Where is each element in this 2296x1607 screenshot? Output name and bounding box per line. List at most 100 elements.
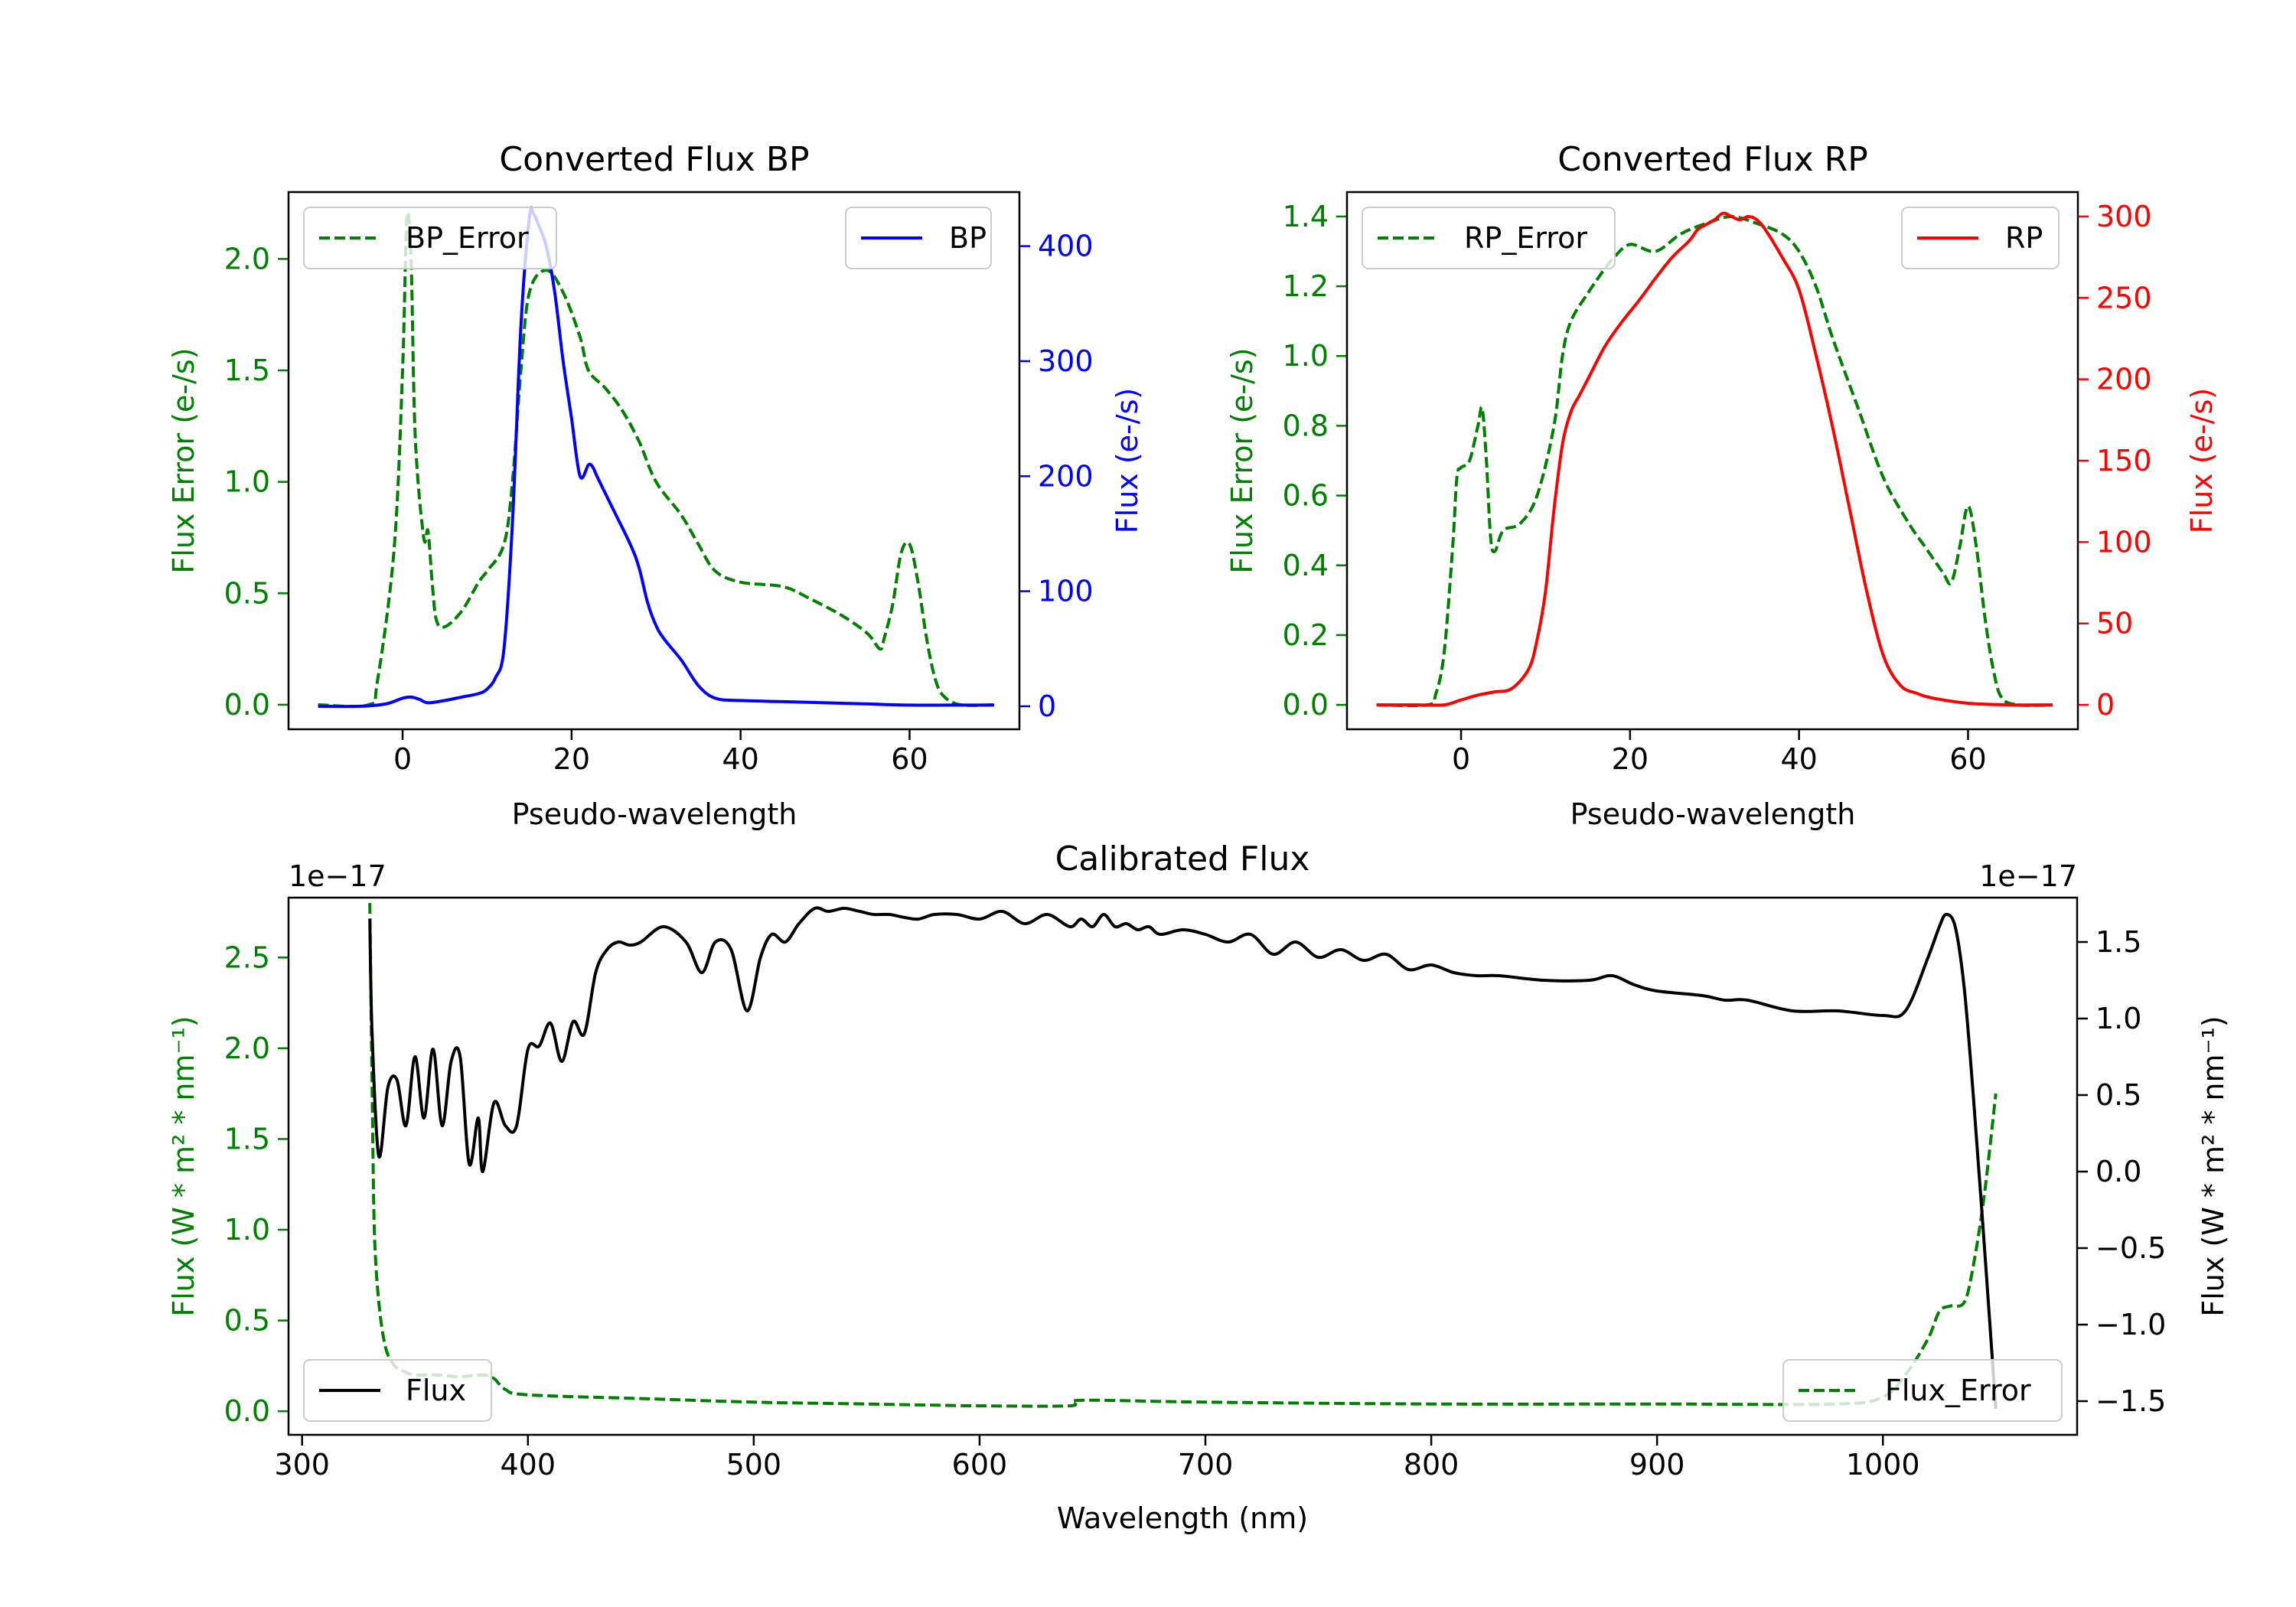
bp-series-bp	[318, 206, 994, 709]
bp-legend-bp-label: BP	[949, 221, 987, 255]
bp-ytick-right-label: 300	[1038, 344, 1094, 378]
calibrated-ytick-left-label: 0.0	[224, 1394, 270, 1428]
calibrated-xtick-label: 700	[1178, 1448, 1234, 1482]
bp-title: Converted Flux BP	[499, 140, 809, 179]
rp-ytick-left-label: 0.8	[1283, 409, 1329, 442]
bp-right-ticks: 0 100 200 300 400	[1019, 230, 1094, 723]
bp-axes-frame	[287, 191, 1021, 731]
bp-legend-left-box	[303, 207, 557, 269]
rp-ytick-right-label: 200	[2096, 363, 2152, 396]
calibrated-panel: Calibrated Flux 1e−17 1e−17 0.0 0.5 1.0 1.5…	[167, 839, 2230, 1535]
bp-left-ticks: 0.0 0.5 1.0 1.5 2.0	[224, 242, 289, 722]
rp-xtick-label: 40	[1780, 742, 1817, 776]
calibrated-xtick-label: 600	[952, 1448, 1008, 1482]
calibrated-legend-flux-box	[303, 1359, 492, 1422]
calibrated-left-ticks: 0.0 0.5 1.0 1.5 2.0 2.5	[224, 940, 289, 1428]
bp-legend-left[interactable]: BP_Error	[303, 207, 557, 269]
calibrated-ytick-left-label: 2.0	[224, 1032, 270, 1065]
rp-right-ticks: 0 50 100 150 200 250 300	[2078, 200, 2152, 722]
rp-ytick-right-label: 0	[2096, 688, 2115, 722]
rp-legend-right[interactable]: RP	[1901, 207, 2060, 269]
bp-xtick-label: 60	[891, 742, 928, 776]
rp-ytick-left-label: 0.0	[1283, 688, 1329, 722]
bp-series-bp-error	[318, 210, 994, 709]
rp-xtick-label: 0	[1452, 742, 1470, 776]
calibrated-ytick-right-label: 1.0	[2095, 1002, 2141, 1035]
calibrated-axes-frame	[287, 896, 2079, 1436]
calibrated-xtick-label: 900	[1629, 1448, 1685, 1482]
rp-legend-rp-label: RP	[2005, 221, 2043, 255]
rp-ytick-right-label: 250	[2096, 281, 2152, 315]
bp-ylabel-left: Flux Error (e-/s)	[167, 347, 201, 573]
calibrated-title: Calibrated Flux	[1055, 839, 1310, 878]
calibrated-ytick-left-label: 1.0	[224, 1213, 270, 1247]
rp-ytick-left-label: 0.6	[1283, 479, 1329, 513]
calibrated-xtick-label: 500	[726, 1448, 782, 1482]
rp-ytick-left-label: 0.2	[1283, 618, 1329, 652]
bp-ytick-right-label: 400	[1038, 230, 1094, 263]
rp-ytick-right-label: 50	[2096, 607, 2133, 641]
calibrated-x-ticks: 300 400 500 600 700 800 900 1000	[274, 1435, 1920, 1482]
rp-xtick-label: 20	[1612, 742, 1649, 776]
calibrated-xtick-label: 300	[274, 1448, 330, 1482]
rp-panel: Converted Flux RP 0.0 0.2 0.4 0.6 0.8 1.0 1.2 1…	[1225, 140, 2219, 831]
rp-ytick-left-label: 1.2	[1283, 269, 1329, 303]
bp-ytick-left-label: 1.0	[224, 465, 270, 499]
rp-series-rp	[1376, 211, 2053, 707]
calibrated-xtick-label: 800	[1404, 1448, 1459, 1482]
calibrated-xtick-label: 1000	[1846, 1448, 1920, 1482]
calibrated-legend-error-box	[1782, 1359, 2063, 1422]
bp-ytick-left-label: 2.0	[224, 242, 270, 275]
calibrated-series-flux	[368, 906, 1998, 1410]
rp-legend-right-box	[1901, 207, 2060, 269]
calibrated-ytick-right-label: −0.5	[2095, 1231, 2166, 1265]
calibrated-legend-flux[interactable]: Flux	[303, 1359, 492, 1422]
rp-legend-error-label: RP_Error	[1464, 221, 1587, 255]
calibrated-xtick-label: 400	[501, 1448, 556, 1482]
bp-ytick-left-label: 0.5	[224, 576, 270, 610]
bp-x-ticks: 0 20 40 60	[393, 729, 928, 776]
calibrated-ytick-right-label: 0.0	[2095, 1155, 2141, 1188]
calibrated-offset-right: 1e−17	[1979, 859, 2077, 893]
bp-ytick-right-label: 0	[1038, 689, 1056, 723]
calibrated-offset-left: 1e−17	[289, 859, 386, 893]
calibrated-ytick-left-label: 2.5	[224, 940, 270, 974]
rp-left-ticks: 0.0 0.2 0.4 0.6 0.8 1.0 1.2 1.4	[1283, 200, 1347, 722]
calibrated-ylabel-left: Flux (W * m² * nm⁻¹)	[167, 1015, 201, 1316]
rp-legend-left[interactable]: RP_Error	[1362, 207, 1616, 269]
calibrated-legend-error[interactable]: Flux_Error	[1782, 1359, 2063, 1422]
rp-xtick-label: 60	[1949, 742, 1986, 776]
calibrated-ytick-right-label: 0.5	[2095, 1078, 2141, 1112]
bp-ytick-left-label: 1.5	[224, 354, 270, 387]
rp-xlabel: Pseudo-wavelength	[1570, 797, 1856, 831]
calibrated-legend-error-label: Flux_Error	[1885, 1374, 2031, 1407]
bp-xlabel: Pseudo-wavelength	[512, 797, 797, 831]
bp-lines	[318, 206, 994, 709]
rp-ylabel-left: Flux Error (e-/s)	[1225, 347, 1259, 573]
calibrated-ytick-right-label: −1.5	[2095, 1384, 2166, 1418]
bp-legend-error-label: BP_Error	[406, 221, 529, 255]
bp-panel: Converted Flux BP 0.0 0.5 1.0 1.5 2.0 0 100 20…	[167, 140, 1144, 831]
rp-x-ticks: 0 20 40 60	[1452, 729, 1987, 776]
calibrated-legend-flux-label: Flux	[406, 1374, 466, 1407]
bp-ytick-right-label: 200	[1038, 459, 1094, 493]
bp-ytick-right-label: 100	[1038, 575, 1094, 608]
rp-legend-left-box	[1362, 207, 1616, 269]
rp-ytick-right-label: 150	[2096, 444, 2152, 478]
bp-xtick-label: 20	[553, 742, 590, 776]
bp-ytick-left-label: 0.0	[224, 688, 270, 722]
rp-title: Converted Flux RP	[1557, 140, 1868, 179]
rp-axes-frame	[1345, 191, 2079, 731]
bp-ylabel-right: Flux (e-/s)	[1110, 388, 1144, 533]
calibrated-ylabel-right: Flux (W * m² * nm⁻¹)	[2197, 1015, 2230, 1316]
rp-ylabel-right: Flux (e-/s)	[2185, 388, 2219, 533]
rp-ytick-left-label: 1.4	[1283, 200, 1329, 233]
calibrated-xlabel: Wavelength (nm)	[1057, 1501, 1308, 1535]
calibrated-right-ticks: −1.5 −1.0 −0.5 0.0 0.5 1.0 1.5	[2077, 925, 2166, 1418]
rp-ytick-left-label: 1.0	[1283, 339, 1329, 373]
rp-ytick-right-label: 300	[2096, 200, 2152, 233]
calibrated-ytick-left-label: 1.5	[224, 1122, 270, 1156]
calibrated-ytick-right-label: 1.5	[2095, 925, 2141, 959]
bp-legend-right[interactable]: BP	[845, 207, 992, 269]
